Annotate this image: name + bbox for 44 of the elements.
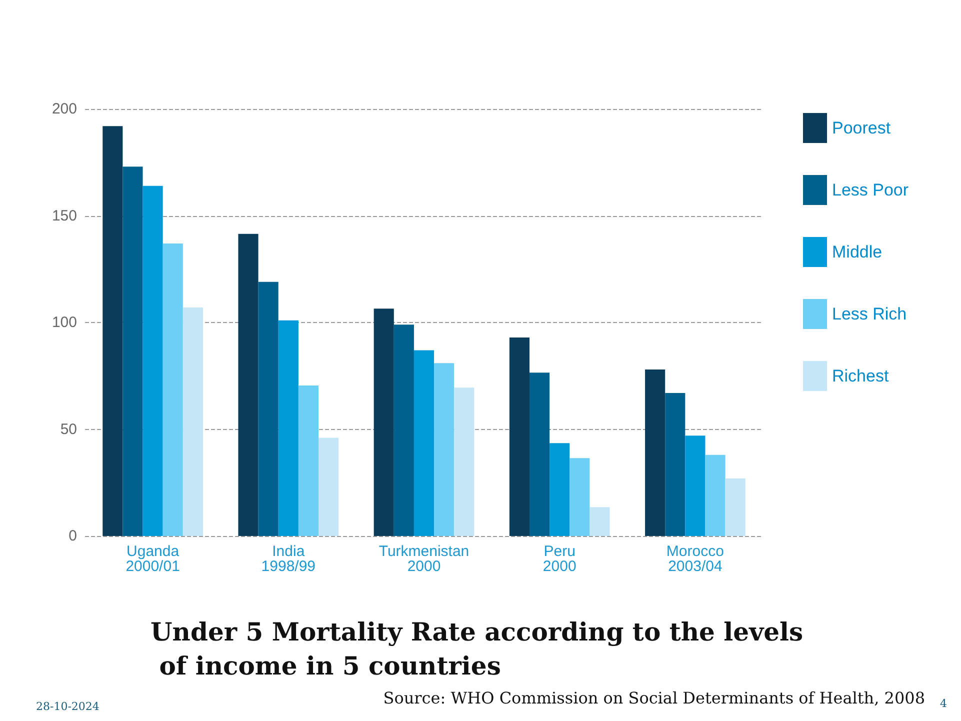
x-tick-label: Uganda 2000/01 <box>126 543 180 575</box>
bar <box>529 372 550 536</box>
bar <box>685 436 706 536</box>
source-note: Source: WHO Commission on Social Determinants of Health, 2008 <box>383 688 926 708</box>
bar <box>258 282 278 536</box>
bar <box>318 438 339 536</box>
bar <box>102 126 123 536</box>
bar <box>298 385 319 536</box>
bar <box>122 166 143 536</box>
legend-label: Poorest <box>832 118 891 138</box>
legend-label: Richest <box>832 366 889 386</box>
bar <box>550 443 570 536</box>
y-tick-label: 100 <box>52 314 77 331</box>
y-tick-label: 150 <box>52 207 77 224</box>
y-tick-label: 200 <box>52 100 77 118</box>
y-tick-label: 0 <box>68 528 77 544</box>
bar <box>665 392 686 536</box>
bar <box>394 324 414 536</box>
legend-label: Middle <box>832 242 882 262</box>
bar <box>374 308 394 536</box>
bar <box>414 350 434 536</box>
bar <box>454 388 474 536</box>
text: 28-10-2024 <box>36 700 100 713</box>
bar <box>434 363 454 536</box>
bar <box>278 320 298 536</box>
legend-label: Less Poor <box>832 180 909 200</box>
x-tick-label: India 1998/99 <box>261 543 316 575</box>
bar <box>238 234 258 536</box>
bar <box>590 507 610 536</box>
x-tick-label: Turkmenistan 2000 <box>378 543 470 575</box>
bar <box>509 337 530 536</box>
bar <box>570 458 590 536</box>
text: Under 5 Mortality Rate according to the levels of income in 5 countries <box>150 618 804 680</box>
bar <box>725 478 746 536</box>
x-tick-label: Peru 2000 <box>542 543 576 575</box>
x-tick-label: Morocco 2003/04 <box>666 543 724 575</box>
bar <box>182 308 203 536</box>
bar <box>645 369 666 536</box>
text: 4 <box>940 697 947 710</box>
bar <box>142 186 163 536</box>
bar <box>705 454 726 536</box>
y-tick-label: 50 <box>60 420 77 438</box>
bar <box>162 244 183 536</box>
legend-label: Less Rich <box>832 304 907 324</box>
